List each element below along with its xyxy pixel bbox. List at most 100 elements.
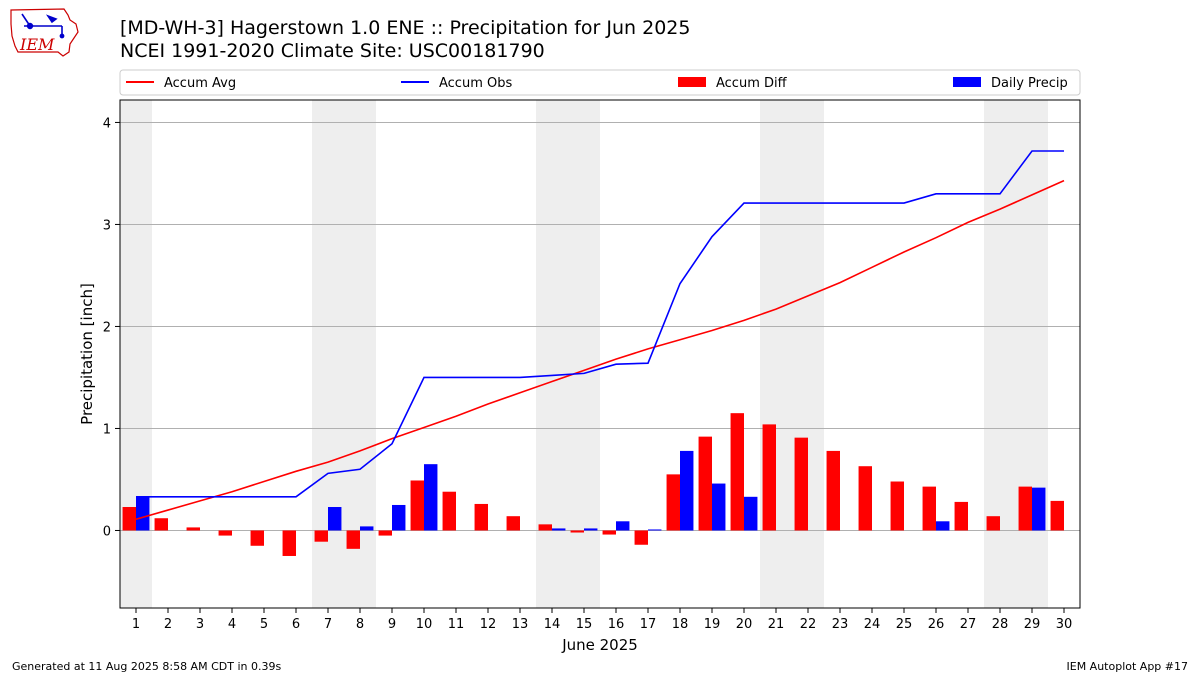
daily-precip-bar: [680, 450, 694, 531]
x-tick-label: 2: [164, 617, 172, 632]
accum-diff-bar: [346, 530, 360, 549]
daily-precip-bar: [744, 496, 758, 531]
accum-diff-bar: [634, 530, 648, 545]
accum-diff-bar: [826, 450, 840, 531]
footer-app: IEM Autoplot App #17: [1066, 660, 1189, 673]
weekend-shade: [536, 100, 600, 608]
y-tick-label: 1: [103, 422, 111, 437]
chart-subtitle: NCEI 1991-2020 Climate Site: USC00181790: [120, 40, 545, 62]
x-tick-label: 6: [292, 617, 300, 632]
x-tick-label: 26: [928, 617, 945, 632]
daily-precip-bar: [328, 507, 342, 531]
iowa-outline-icon: [10, 8, 79, 57]
x-tick-label: 17: [640, 617, 657, 632]
accum-diff-bar: [762, 424, 776, 531]
x-tick-label: 20: [736, 617, 753, 632]
gridlines: [120, 121, 1080, 531]
x-axis-label: June 2025: [561, 636, 638, 654]
weekend-shade: [984, 100, 1048, 608]
x-tick-label: 19: [704, 617, 721, 632]
x-tick-label: 16: [608, 617, 625, 632]
legend-swatch: [953, 77, 981, 87]
accum-avg-line: [135, 179, 1065, 521]
daily-precip-bar: [552, 528, 566, 531]
accum-diff-bar: [250, 530, 264, 546]
x-tick-label: 29: [1024, 617, 1041, 632]
accum-diff-bar: [442, 491, 456, 531]
x-tick-label: 21: [768, 617, 785, 632]
accum-diff-bar: [986, 516, 1000, 531]
accum-diff-bar: [538, 524, 552, 531]
accum-diff-bar: [218, 530, 232, 536]
y-tick-label: 0: [103, 524, 111, 539]
accum-diff-bar: [1050, 500, 1064, 531]
accum-diff-bar: [858, 466, 872, 531]
daily-precip-bar: [1032, 487, 1046, 531]
iem-logo-text: IEM: [19, 35, 55, 54]
weather-station-icon: [21, 13, 65, 39]
accum-diff-bar: [378, 530, 392, 536]
x-tick-label: 14: [544, 617, 561, 632]
legend-swatch: [678, 77, 706, 87]
x-tick-label: 3: [196, 617, 204, 632]
daily-precip-bar: [584, 528, 598, 531]
x-tick-label: 15: [576, 617, 593, 632]
accum-diff-bar: [186, 527, 200, 531]
accum-diff-bar: [602, 530, 616, 535]
x-tick-label: 28: [992, 617, 1009, 632]
x-tick-label: 4: [228, 617, 236, 632]
x-tick-label: 24: [864, 617, 881, 632]
legend: Accum Avg Accum Obs Accum Diff Daily Precip: [119, 69, 1081, 96]
accum-diff-bar: [890, 481, 904, 531]
x-tick-label: 1: [132, 617, 140, 632]
accum-diff-bar: [154, 518, 168, 531]
accum-diff-bar: [282, 530, 296, 556]
accum-diff-bar: [954, 501, 968, 531]
bar-series: [122, 413, 1064, 556]
iem-logo: IEM: [8, 6, 80, 58]
plot-frame: [119, 99, 1081, 609]
x-tick-label: 18: [672, 617, 689, 632]
daily-precip-bar: [424, 464, 438, 531]
daily-precip-bar: [936, 521, 950, 531]
accum-diff-bar: [698, 436, 712, 531]
x-tick-label: 10: [416, 617, 433, 632]
y-axis-label: Precipitation [inch]: [78, 283, 96, 425]
legend-label: Accum Diff: [716, 76, 788, 91]
line-series: [135, 150, 1065, 521]
daily-precip-bar: [392, 504, 406, 531]
accum-diff-bar: [922, 486, 936, 531]
y-tick-label: 4: [103, 116, 111, 131]
accum-diff-bar: [314, 530, 328, 542]
accum-diff-bar: [474, 503, 488, 531]
x-tick-label: 9: [388, 617, 396, 632]
x-tick-label: 27: [960, 617, 977, 632]
weekend-shade: [120, 100, 152, 608]
daily-precip-bar: [712, 483, 726, 531]
x-tick-label: 22: [800, 617, 817, 632]
x-tick-label: 30: [1056, 617, 1073, 632]
legend-label: Daily Precip: [991, 76, 1068, 91]
x-tick-label: 7: [324, 617, 332, 632]
legend-frame: [119, 69, 1081, 96]
x-tick-label: 23: [832, 617, 849, 632]
accum-diff-bar: [506, 516, 520, 531]
x-tick-label: 8: [356, 617, 364, 632]
daily-precip-bar: [360, 526, 374, 531]
chart-title: [MD-WH-3] Hagerstown 1.0 ENE :: Precipit…: [120, 17, 691, 39]
accum-diff-bar: [410, 480, 424, 531]
x-tick-label: 11: [448, 617, 465, 632]
x-tick-label: 13: [512, 617, 529, 632]
daily-precip-bar: [136, 496, 150, 531]
daily-precip-bar: [648, 529, 662, 531]
x-tick-label: 12: [480, 617, 497, 632]
x-tick-label: 5: [260, 617, 268, 632]
accum-diff-bar: [730, 413, 744, 531]
accum-diff-bar: [794, 437, 808, 531]
legend-label: Accum Avg: [164, 76, 236, 91]
weekend-shade: [312, 100, 376, 608]
footer-generated: Generated at 11 Aug 2025 8:58 AM CDT in …: [12, 660, 282, 673]
y-tick-label: 2: [103, 320, 111, 335]
